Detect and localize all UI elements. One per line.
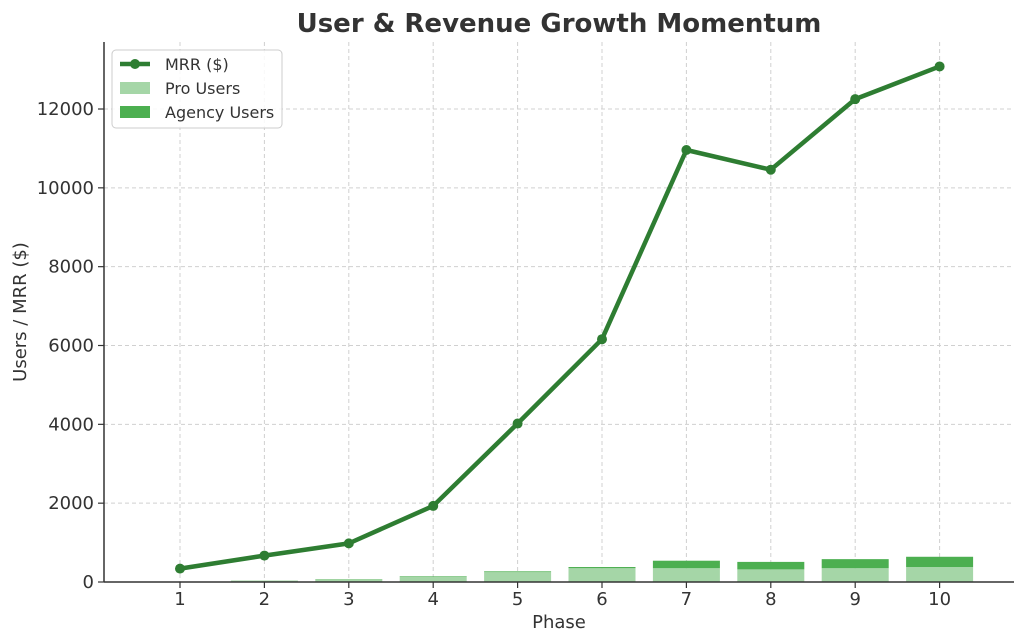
x-tick-label: 8 <box>765 589 776 610</box>
bar-pro-users <box>399 576 467 582</box>
x-tick-label: 3 <box>343 589 354 610</box>
bar-pro-users <box>821 568 889 582</box>
bar-agency-users <box>652 560 720 569</box>
legend-swatch-marker <box>130 59 140 69</box>
legend-swatch <box>120 82 150 94</box>
line-point <box>934 61 945 72</box>
bar-agency-users <box>821 559 889 569</box>
y-tick-label: 0 <box>83 572 94 593</box>
bar-pro-users <box>906 567 974 582</box>
y-tick-label: 4000 <box>48 414 94 435</box>
y-tick-label: 12000 <box>37 99 94 120</box>
y-tick-label: 2000 <box>48 493 94 514</box>
legend-label: Pro Users <box>165 79 240 98</box>
legend-label: MRR ($) <box>165 55 229 74</box>
x-tick-label: 4 <box>427 589 438 610</box>
line-mrr <box>177 64 942 571</box>
bar-pro-users <box>568 568 636 582</box>
y-tick-label: 10000 <box>37 178 94 199</box>
bar-agency-users <box>399 576 467 577</box>
line-point <box>343 538 354 549</box>
x-tick-label: 7 <box>681 589 692 610</box>
line-point <box>175 563 185 574</box>
legend-label: Agency Users <box>165 103 274 122</box>
legend-swatch <box>120 106 150 118</box>
x-tick-label: 1 <box>174 589 185 610</box>
line-point <box>765 164 776 175</box>
grid <box>104 42 1014 583</box>
bar-pro-users <box>315 579 383 582</box>
line-point <box>428 500 439 511</box>
x-axis-label: Phase <box>532 612 586 633</box>
ticks: 0 2000 4000 6000 8000 10000 12000 1 2 3 4 5 6 7 8 9 10 <box>37 99 951 610</box>
x-tick-label: 10 <box>928 589 951 610</box>
bar-agency-users <box>568 567 636 569</box>
line-point <box>512 418 523 429</box>
axes <box>103 42 1014 583</box>
bar-agency-users <box>906 556 974 568</box>
x-tick-label: 9 <box>849 589 860 610</box>
x-tick-label: 5 <box>512 589 523 610</box>
chart-title: User & Revenue Growth Momentum <box>297 9 822 39</box>
x-tick-label: 6 <box>596 589 607 610</box>
line-point <box>597 334 607 345</box>
bars <box>146 556 974 582</box>
y-tick-label: 8000 <box>48 257 94 278</box>
bar-pro-users <box>484 572 552 582</box>
legend-box <box>111 49 283 129</box>
y-tick-label: 6000 <box>48 336 94 357</box>
line-point <box>259 550 270 561</box>
bar-agency-users <box>737 561 805 570</box>
x-tick-label: 2 <box>259 589 270 610</box>
legend: MRR ($) Pro Users Agency Users <box>111 49 283 129</box>
line-series <box>175 61 945 574</box>
bar-pro-users <box>737 569 805 582</box>
bar-agency-users <box>484 571 552 573</box>
line-point <box>681 145 692 155</box>
bar-pro-users <box>652 568 720 582</box>
line-point <box>850 94 861 105</box>
y-axis-label: Users / MRR ($) <box>10 242 31 382</box>
